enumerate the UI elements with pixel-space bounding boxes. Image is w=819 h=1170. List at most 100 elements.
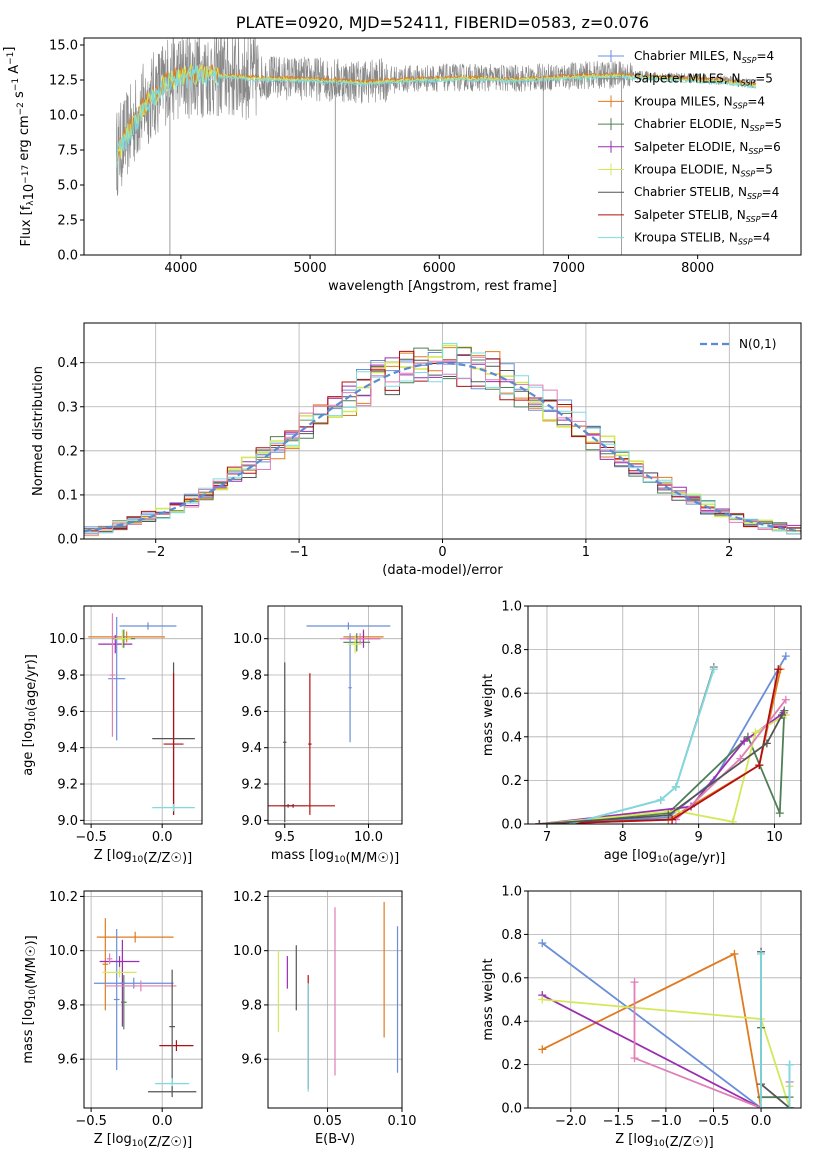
y-tick-label: 9.0 <box>241 814 262 829</box>
chart-title: PLATE=0920, MJD=52411, FIBERID=0583, z=0… <box>236 13 649 32</box>
axes-frame <box>83 890 203 1109</box>
data-point <box>96 931 174 943</box>
series-marker <box>740 737 749 746</box>
x-tick-label: −1.5 <box>603 1114 635 1129</box>
data-point <box>88 631 166 643</box>
x-tick-label: 7 <box>543 830 551 845</box>
x-axis-label: E(B-V) <box>315 1132 355 1147</box>
y-tick-label: 5.0 <box>57 179 78 194</box>
y-tick-label: 0.8 <box>501 928 522 943</box>
data-point <box>147 1086 197 1098</box>
y-tick-label: 0.0 <box>57 533 78 548</box>
y-tick-label: 0.8 <box>501 643 522 658</box>
plot-marks <box>88 613 195 815</box>
legend-label: Chabrier ELODIE, NSSP=5 <box>634 117 782 133</box>
x-tick-label: −1 <box>290 545 309 560</box>
series-marker <box>664 811 673 820</box>
x-tick-label: 10 <box>766 830 783 845</box>
series-marker <box>630 1054 639 1063</box>
series-line <box>760 953 791 1108</box>
x-tick-label: −0.5 <box>75 1114 107 1129</box>
axes-frame <box>527 605 802 825</box>
x-tick-label: 0.0 <box>751 1114 772 1129</box>
plot-marks <box>277 901 399 1092</box>
chart-age-vs-Z: −0.5 0.0 9.0 9.2 9.4 9.6 9.8 10.0 Z [log10(Z/Z☉)… <box>21 605 203 866</box>
series-line <box>541 994 790 1108</box>
y-tick-label: 0.2 <box>501 1058 522 1073</box>
chart-mass-vs-Z: −0.5 0.0 9.6 9.8 10.0 10.2 Z [log10(Z/Z☉)] mass… <box>21 890 203 1150</box>
normal-curve <box>84 361 801 533</box>
histogram-series <box>84 356 801 536</box>
x-axis-label: (data-model)/error <box>382 563 503 578</box>
y-tick-label: 0.2 <box>501 774 522 789</box>
axes-frame <box>267 605 403 825</box>
x-axis-label: wavelength [Angstrom, rest frame] <box>328 279 557 294</box>
y-tick-label: 12.5 <box>49 74 78 89</box>
legend-label: Kroupa ELODIE, NSSP=5 <box>634 163 773 179</box>
spectrum-model-line <box>115 65 757 169</box>
series-marker <box>762 739 771 748</box>
data-point <box>113 928 120 1071</box>
y-axis-label: Flux [fλ10−17 erg cm−2 s−1 A−1] <box>2 47 37 247</box>
legend-label: Kroupa STELIB, NSSP=4 <box>634 231 770 247</box>
y-axis-label: age [log10(age/yr)] <box>21 654 39 776</box>
series-marker <box>538 995 547 1004</box>
legend-label: Salpeter STELIB, NSSP=4 <box>634 208 778 224</box>
data-point <box>340 633 381 645</box>
legend-label: Salpeter ELODIE, NSSP=6 <box>634 140 781 156</box>
data-point <box>308 673 312 815</box>
x-tick-label: 5000 <box>294 261 327 276</box>
series-marker <box>535 820 544 824</box>
legend-label: Chabrier STELIB, NSSP=4 <box>634 185 779 201</box>
x-tick-label: 0.05 <box>313 1114 342 1129</box>
series-marker <box>668 815 677 824</box>
x-axis-label: Z [log10(Z/Z☉)] <box>94 848 192 866</box>
series-line <box>569 668 715 824</box>
y-tick-label: 9.2 <box>57 778 78 793</box>
y-tick-label: 10.2 <box>49 890 78 905</box>
plot-area <box>84 891 202 1108</box>
series-marker <box>538 939 547 948</box>
y-tick-label: 10.0 <box>49 632 78 647</box>
y-tick-label: 0.0 <box>501 1102 522 1117</box>
plot-marks <box>115 38 757 255</box>
series-marker <box>538 1045 547 1054</box>
legend-label: Kroupa MILES, NSSP=4 <box>634 94 765 110</box>
data-point <box>163 673 184 815</box>
x-tick-label: 9 <box>694 830 702 845</box>
x-tick-label: −1.0 <box>650 1114 682 1129</box>
x-tick-label: 6000 <box>423 261 456 276</box>
y-tick-label: 0.6 <box>501 687 522 702</box>
y-tick-label: 10.0 <box>233 944 262 959</box>
x-axis-label: Z [log10(Z/Z☉)] <box>94 1132 192 1150</box>
data-point <box>93 977 174 989</box>
x-tick-label: 2 <box>725 545 733 560</box>
y-tick-label: 0.0 <box>57 249 78 264</box>
series <box>535 711 787 824</box>
legend-label: N(0,1) <box>739 337 776 351</box>
x-tick-label: 8000 <box>681 261 714 276</box>
y-tick-label: 9.6 <box>57 705 78 720</box>
plot-area <box>528 606 801 824</box>
y-tick-label: 0.6 <box>501 971 522 986</box>
x-tick-label: 0.0 <box>152 830 173 845</box>
data-point <box>119 622 177 630</box>
axes-frame <box>267 890 403 1109</box>
series-line <box>541 952 790 1108</box>
series-marker <box>781 652 790 661</box>
legend: N(0,1) <box>700 337 776 351</box>
y-tick-label: 2.5 <box>57 214 78 229</box>
y-tick-label: 9.8 <box>241 998 262 1013</box>
x-tick-label: −0.5 <box>75 830 107 845</box>
series-marker <box>757 1104 766 1108</box>
chart-age-vs-mass: 9.5 10.0 9.0 9.2 9.4 9.6 9.8 10.0 mass [log10(M/… <box>233 605 403 866</box>
y-tick-label: 0.4 <box>501 1015 522 1030</box>
data-point <box>102 918 109 1011</box>
y-axis-label: mass [log10(M/M☉)] <box>21 935 39 1063</box>
series-marker <box>757 949 766 958</box>
plot-marks <box>93 918 197 1098</box>
data-point <box>283 662 287 823</box>
series-marker <box>775 809 784 818</box>
x-axis-label: age [log10(age/yr)] <box>604 848 726 866</box>
series-marker <box>656 796 665 805</box>
